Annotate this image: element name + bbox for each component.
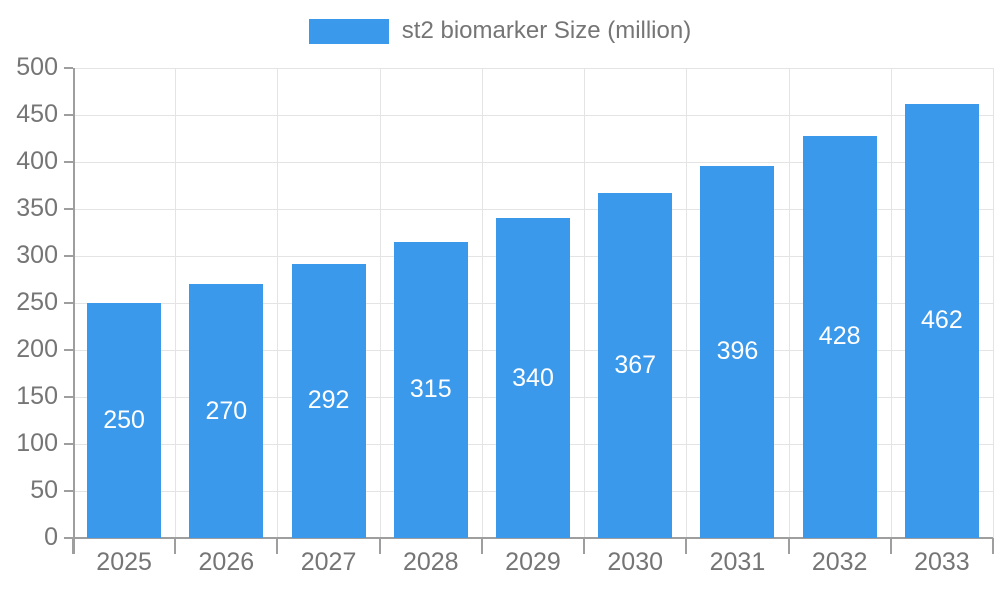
x-axis-tick [174, 538, 177, 554]
y-tick-label: 100 [16, 429, 58, 457]
bar-2030[interactable]: 367 [598, 193, 673, 538]
y-gridline [73, 115, 993, 116]
x-gridline [890, 68, 892, 538]
bar-value-label: 292 [307, 386, 350, 415]
x-tick-label: 2027 [300, 548, 357, 576]
y-tick-label: 300 [16, 241, 58, 269]
bar-value-label: 270 [205, 396, 248, 425]
x-gridline [788, 68, 790, 538]
chart-legend[interactable]: st2 biomarker Size (million) [0, 17, 1000, 45]
x-gridline [175, 68, 177, 538]
bar-2026[interactable]: 270 [189, 284, 264, 538]
y-axis-tick [64, 302, 73, 304]
x-gridline [379, 68, 381, 538]
x-tick-label: 2032 [811, 548, 868, 576]
legend-swatch-icon [308, 18, 389, 44]
bar-value-label: 250 [103, 406, 145, 434]
x-axis-tick [583, 538, 586, 554]
y-axis-tick [64, 161, 73, 163]
x-tick-label: 2031 [709, 548, 766, 576]
x-axis-tick [480, 538, 483, 554]
legend-label: st2 biomarker Size (million) [401, 17, 692, 44]
y-gridline [73, 209, 993, 210]
y-tick-label: 200 [16, 335, 58, 363]
y-axis-line [73, 68, 75, 554]
x-gridline [686, 68, 688, 538]
bar-value-label: 367 [614, 351, 657, 380]
x-tick-label: 2028 [402, 548, 459, 576]
x-tick-label: 2026 [198, 548, 255, 576]
y-axis-tick [64, 208, 73, 210]
y-tick-label: 350 [16, 194, 58, 222]
y-tick-label: 500 [16, 53, 58, 81]
y-gridline [73, 162, 993, 163]
x-axis-tick [787, 538, 790, 554]
y-tick-label: 250 [16, 288, 58, 316]
y-axis-tick [64, 349, 73, 351]
x-tick-label: 2025 [96, 548, 152, 576]
y-gridline [73, 68, 993, 69]
x-axis-line [64, 537, 993, 539]
bar-2029[interactable]: 340 [496, 218, 570, 538]
y-tick-label: 400 [16, 147, 58, 175]
bar-value-label: 462 [921, 306, 963, 335]
x-gridline [277, 68, 279, 538]
y-tick-label: 150 [16, 382, 58, 410]
y-tick-label: 450 [16, 100, 58, 128]
x-tick-label: 2029 [505, 548, 561, 576]
bar-value-label: 340 [512, 363, 554, 392]
bar-2027[interactable]: 292 [291, 263, 366, 538]
y-axis-tick [64, 114, 73, 116]
x-axis-tick [276, 538, 279, 554]
bar-2033[interactable]: 462 [904, 103, 979, 538]
y-axis-tick [64, 255, 73, 257]
bar-2032[interactable]: 428 [802, 135, 877, 538]
y-axis-tick [64, 537, 73, 539]
y-axis-tick [64, 396, 73, 398]
x-axis-tick [685, 538, 688, 554]
bar-2025[interactable]: 250 [87, 303, 162, 538]
x-tick-label: 2030 [607, 548, 664, 576]
x-gridline [481, 68, 483, 538]
x-gridline [993, 68, 994, 538]
bar-value-label: 428 [818, 322, 861, 351]
bar-value-label: 396 [716, 337, 759, 366]
bar-2028[interactable]: 315 [393, 241, 468, 538]
bar-value-label: 315 [409, 375, 452, 404]
y-axis-tick [64, 67, 73, 69]
x-axis-tick [72, 538, 74, 554]
y-tick-label: 50 [30, 476, 58, 504]
plot-area: 250 270 292 315 340 367 396 428 462 0 50 100 150 200… [16, 55, 994, 575]
x-axis-tick [992, 538, 994, 554]
x-gridline [584, 68, 586, 538]
x-tick-label: 2033 [914, 548, 970, 576]
bar-2031[interactable]: 396 [700, 165, 775, 538]
y-tick-label: 0 [44, 523, 58, 551]
x-axis-tick [378, 538, 381, 554]
x-axis-tick [889, 538, 892, 554]
y-axis-tick [64, 490, 73, 492]
y-axis-tick [64, 443, 73, 445]
